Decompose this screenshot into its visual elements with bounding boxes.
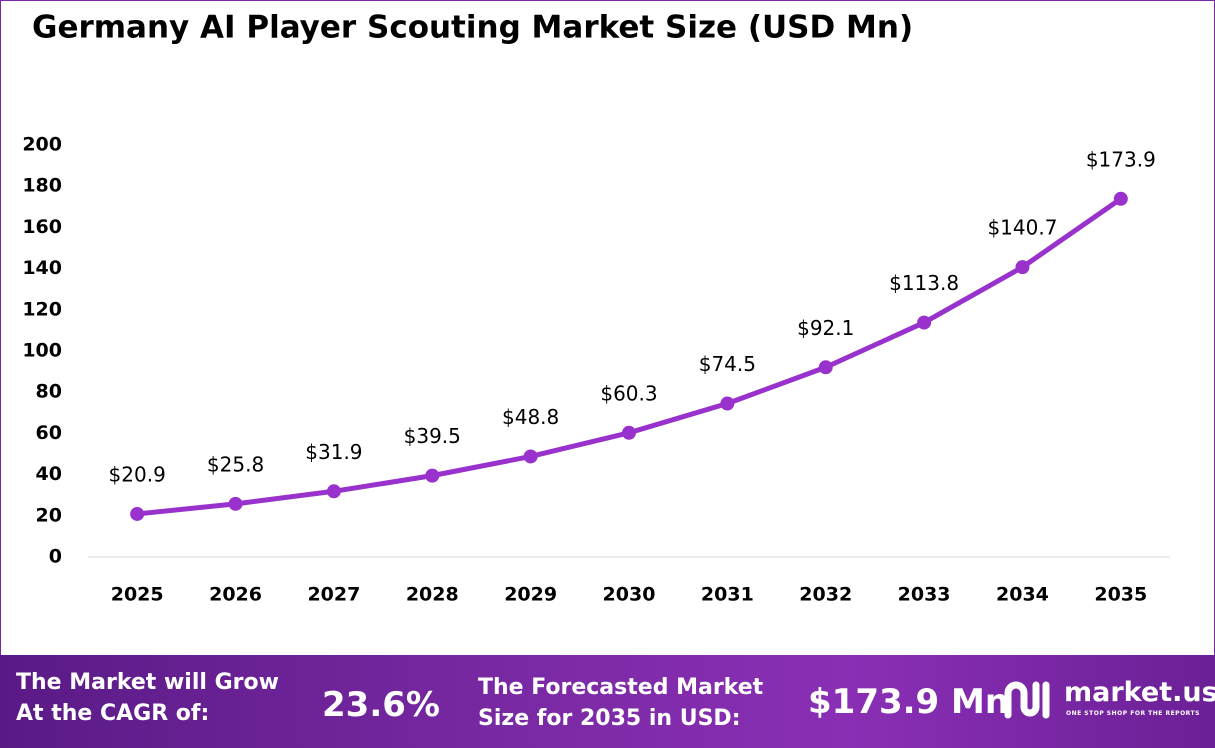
y-tick-label: 100: [22, 340, 62, 362]
data-label: $60.3: [600, 381, 657, 405]
marker: [228, 496, 243, 511]
cagr-value: 23.6%: [322, 685, 440, 725]
y-tick-label: 20: [36, 504, 62, 526]
y-tick-label: 40: [36, 463, 62, 485]
forecast-value: $173.9 Mn: [808, 682, 1010, 722]
data-label: $140.7: [987, 216, 1057, 240]
x-tick-label: 2033: [898, 584, 951, 606]
forecast-label-1: The Forecasted Market: [478, 675, 764, 700]
x-tick-label: 2028: [406, 584, 459, 606]
data-label: $92.1: [797, 316, 854, 340]
brand: market.us: [1064, 677, 1215, 708]
y-tick-label: 0: [49, 546, 62, 568]
x-tick-label: 2035: [1094, 584, 1147, 606]
y-tick-label: 160: [22, 216, 62, 238]
marker: [1015, 260, 1030, 275]
chart-title: Germany AI Player Scouting Market Size (…: [32, 10, 913, 46]
marker: [425, 468, 440, 483]
data-label: $173.9: [1086, 147, 1156, 171]
data-label: $31.9: [305, 440, 362, 464]
x-tick-label: 2025: [111, 584, 164, 606]
marker: [326, 484, 341, 499]
y-tick-label: 200: [22, 134, 62, 156]
data-label: $39.5: [404, 424, 461, 448]
data-label: $74.5: [699, 352, 756, 376]
marker: [130, 506, 145, 521]
y-tick-label: 120: [22, 298, 62, 320]
x-tick-label: 2034: [996, 584, 1049, 606]
marker: [818, 360, 833, 375]
marker: [1113, 191, 1128, 206]
marker: [523, 449, 538, 464]
x-tick-label: 2031: [701, 584, 754, 606]
x-tick-label: 2032: [799, 584, 852, 606]
series-line: [136, 196, 1123, 517]
data-label: $48.8: [502, 405, 559, 429]
cagr-label-2: At the CAGR of:: [16, 701, 210, 726]
tagline: ONE STOP SHOP FOR THE REPORTS: [1066, 710, 1200, 717]
marker: [917, 315, 932, 330]
footer: The Market will Grow At the CAGR of: 23.…: [0, 655, 1215, 748]
y-tick-label: 60: [36, 422, 62, 444]
chart: Germany AI Player Scouting Market Size (…: [22, 10, 1170, 606]
data-label: $113.8: [889, 271, 959, 295]
cagr-label-1: The Market will Grow: [16, 670, 279, 695]
x-tick-label: 2029: [504, 584, 557, 606]
x-tick-label: 2030: [603, 584, 656, 606]
y-tick-label: 140: [22, 257, 62, 279]
data-label: $25.8: [207, 452, 264, 476]
x-tick-label: 2027: [307, 584, 360, 606]
y-tick-label: 180: [22, 175, 62, 197]
data-label: $20.9: [109, 462, 166, 486]
y-tick-label: 80: [36, 381, 62, 403]
logo-icon: [1004, 681, 1050, 719]
marker: [622, 425, 636, 440]
marker: [720, 396, 735, 411]
x-tick-label: 2026: [209, 584, 262, 606]
forecast-label-2: Size for 2035 in USD:: [478, 706, 741, 731]
